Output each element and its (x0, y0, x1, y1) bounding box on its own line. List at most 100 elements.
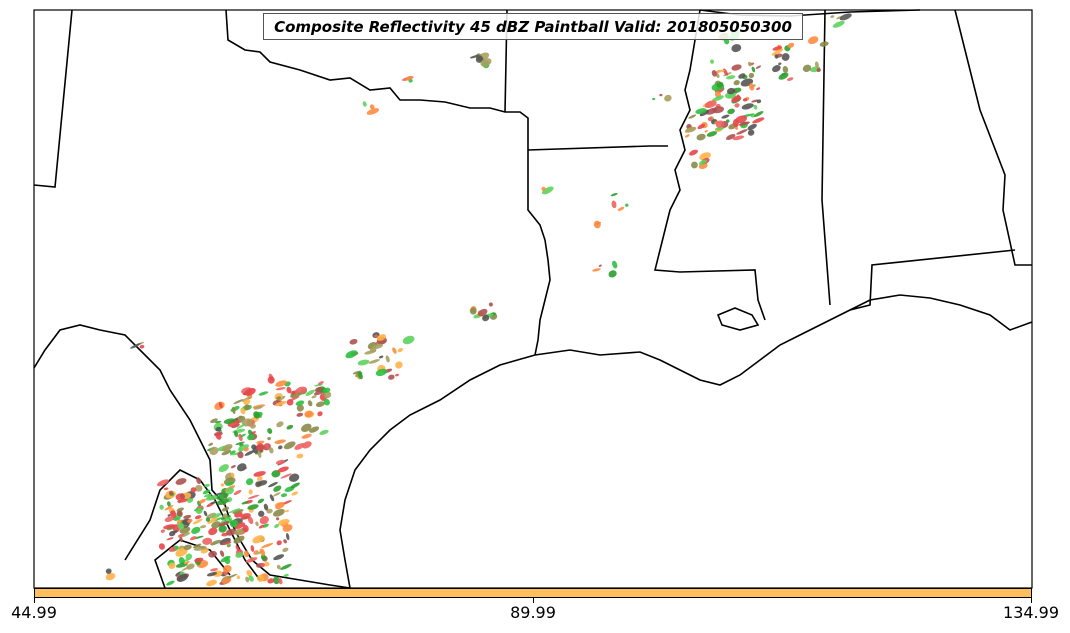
radar-echo (475, 55, 484, 63)
radar-echo (261, 543, 274, 548)
radar-echo (748, 61, 752, 67)
colorbar-label-mid: 89.99 (510, 603, 556, 622)
radar-echo (598, 264, 602, 267)
radar-echo (778, 62, 782, 66)
radar-echo (218, 402, 223, 409)
radar-echo (260, 554, 267, 561)
radar-echo (608, 270, 617, 278)
radar-echo (244, 387, 256, 396)
radar-echo (715, 126, 725, 131)
radar-echo (233, 489, 242, 496)
radar-echo (696, 133, 706, 141)
radar-echo (183, 544, 192, 550)
radar-echo (166, 580, 175, 586)
radar-echo (267, 436, 271, 441)
radar-echo (255, 481, 262, 487)
radar-echo (315, 401, 325, 407)
radar-echo (210, 539, 222, 546)
radar-echo (756, 87, 761, 91)
radar-echo (220, 555, 231, 563)
radar-echo (706, 131, 718, 137)
radar-echo (288, 473, 300, 482)
radar-echo (250, 424, 256, 429)
radar-echo (378, 355, 384, 359)
radar-echo (275, 400, 287, 407)
radar-echo (258, 510, 265, 517)
radar-echo (248, 575, 254, 582)
radar-echo (747, 123, 757, 131)
state-border-nm (33, 9, 73, 188)
radar-echo (203, 493, 212, 498)
radar-echo (237, 451, 244, 459)
radar-echo (778, 72, 789, 80)
radar-echo (480, 58, 492, 67)
radar-echo (685, 134, 690, 138)
radar-echo (712, 95, 724, 102)
radar-echo (235, 551, 244, 558)
radar-echo (253, 411, 260, 419)
radar-echo (368, 359, 380, 364)
radar-echo (280, 563, 292, 570)
radar-echo (245, 576, 250, 583)
radar-echo (362, 101, 367, 107)
radar-echo (731, 64, 742, 71)
radar-echo (307, 400, 313, 407)
radar-echo (238, 415, 243, 419)
radar-echo (248, 489, 253, 495)
radar-echo (269, 494, 275, 502)
radar-echo (253, 405, 263, 410)
radar-echo (469, 307, 477, 315)
lake-pontchartrain (716, 307, 760, 331)
radar-echo (206, 572, 218, 577)
state-border-al-ga (954, 9, 1032, 266)
radar-echo (731, 44, 742, 53)
radar-echo (839, 13, 852, 21)
radar-echo (726, 87, 736, 95)
radar-echo (215, 432, 222, 440)
radar-echo (309, 426, 320, 433)
radar-echo (245, 478, 254, 486)
radar-echoes (105, 13, 852, 587)
radar-echo (781, 53, 790, 61)
map-frame (33, 9, 1033, 589)
radar-echo (164, 516, 174, 523)
radar-echo (164, 505, 174, 511)
radar-echo (787, 77, 794, 81)
radar-echo (247, 516, 254, 525)
radar-echo (218, 464, 229, 473)
radar-echo (748, 72, 755, 79)
radar-echo (395, 373, 399, 377)
radar-echo (295, 400, 305, 406)
radar-echo (139, 344, 145, 349)
radar-echo (210, 501, 218, 505)
radar-echo (271, 470, 281, 478)
radar-echo (755, 65, 762, 69)
radar-echo (541, 186, 554, 195)
radar-echo (808, 36, 819, 45)
radar-echo (469, 54, 480, 59)
radar-echo (235, 441, 245, 445)
radar-echo (753, 104, 758, 110)
radar-echo (250, 545, 255, 552)
radar-echo (268, 481, 278, 488)
radar-echo (235, 545, 240, 552)
radar-echo (277, 466, 289, 473)
radar-echo (749, 83, 755, 91)
radar-echo (301, 433, 312, 439)
radar-echo (685, 126, 697, 133)
radar-echo (168, 530, 176, 537)
radar-echo (311, 395, 317, 399)
radar-echo (830, 15, 835, 18)
radar-echo (275, 459, 286, 465)
radar-echo (278, 518, 290, 526)
radar-echo (214, 420, 222, 424)
radar-echo (223, 418, 236, 424)
radar-echo (357, 371, 363, 380)
radar-echo (611, 200, 617, 209)
radar-echo (482, 314, 490, 322)
radar-echo (240, 513, 251, 520)
radar-echo (236, 575, 241, 580)
radar-echo (278, 445, 283, 450)
colorbar-tick-min (34, 598, 35, 603)
radar-echo (802, 64, 812, 72)
